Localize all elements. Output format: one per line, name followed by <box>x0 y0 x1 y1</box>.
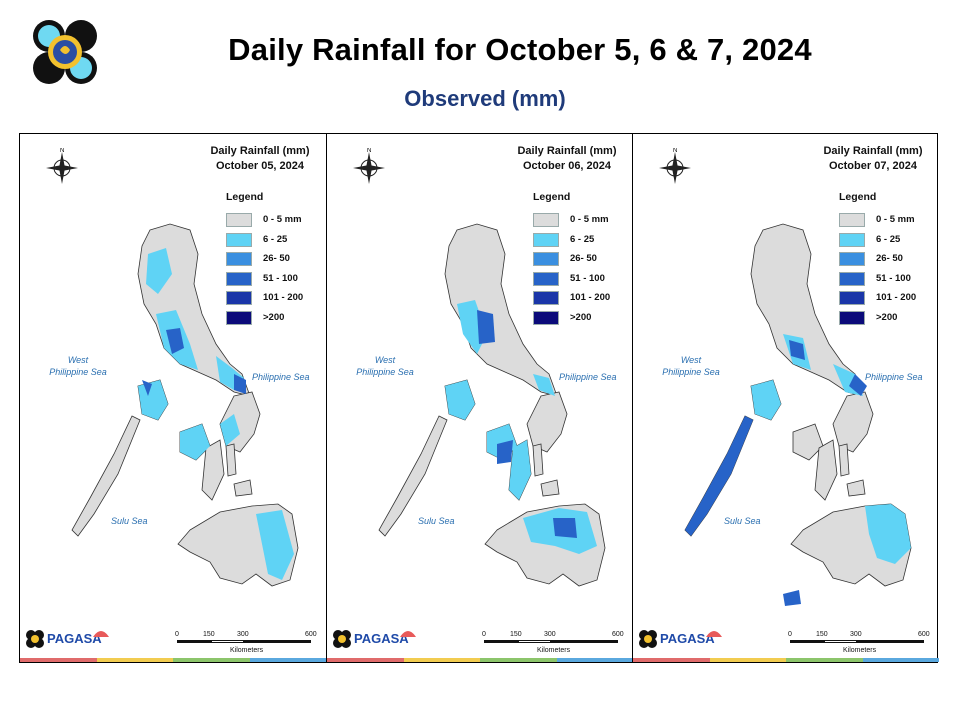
panel-title: Daily Rainfall (mm) October 05, 2024 <box>210 145 310 172</box>
pagasa-logo <box>33 20 97 84</box>
scale-unit: Kilometers <box>843 647 877 654</box>
philippines-map <box>378 223 606 587</box>
svg-text:PAGASA: PAGASA <box>354 631 409 646</box>
panel-title: Daily Rainfall (mm) October 07, 2024 <box>823 145 923 172</box>
legend-heading: Legend <box>533 191 571 203</box>
sea-label-philippine: Philippine Sea <box>252 372 310 382</box>
page-subtitle: Observed (mm) <box>404 86 566 111</box>
footer-color-strip <box>327 658 633 662</box>
panel-title: Daily Rainfall (mm) October 06, 2024 <box>517 145 617 172</box>
page-title: Daily Rainfall for October 5, 6 & 7, 202… <box>228 32 812 67</box>
svg-text:PAGASA: PAGASA <box>660 631 715 646</box>
svg-text:N: N <box>673 148 677 154</box>
map-panel-oct-07: N Daily Rainfall (mm) October 07, 2024 L… <box>632 134 939 662</box>
footer-color-strip <box>633 658 939 662</box>
sea-label-sulu: Sulu Sea <box>111 516 148 526</box>
sea-label-west: West Philippine Sea <box>356 355 414 377</box>
philippines-map <box>71 223 299 587</box>
sea-label-philippine: Philippine Sea <box>559 372 617 382</box>
sea-label-philippine: Philippine Sea <box>865 372 923 382</box>
svg-text:PAGASA: PAGASA <box>47 631 102 646</box>
sea-label-west: West Philippine Sea <box>662 355 720 377</box>
sea-label-sulu: Sulu Sea <box>724 516 761 526</box>
rainfall-maps-container: N Daily Rainfall (mm) October 05, 2024 L… <box>19 133 939 663</box>
legend-heading: Legend <box>226 191 264 203</box>
sea-label-sulu: Sulu Sea <box>418 516 455 526</box>
philippines-map <box>684 223 912 606</box>
map-panel-oct-05: N Daily Rainfall (mm) October 05, 2024 L… <box>20 134 326 662</box>
scale-unit: Kilometers <box>230 647 264 654</box>
svg-text:N: N <box>367 148 371 154</box>
legend-heading: Legend <box>839 191 877 203</box>
footer-color-strip <box>20 658 326 662</box>
sea-label-west: West Philippine Sea <box>49 355 107 377</box>
scale-unit: Kilometers <box>537 647 571 654</box>
map-panel-oct-06: N Daily Rainfall (mm) October 06, 2024 L… <box>326 134 633 662</box>
svg-text:N: N <box>60 148 64 154</box>
